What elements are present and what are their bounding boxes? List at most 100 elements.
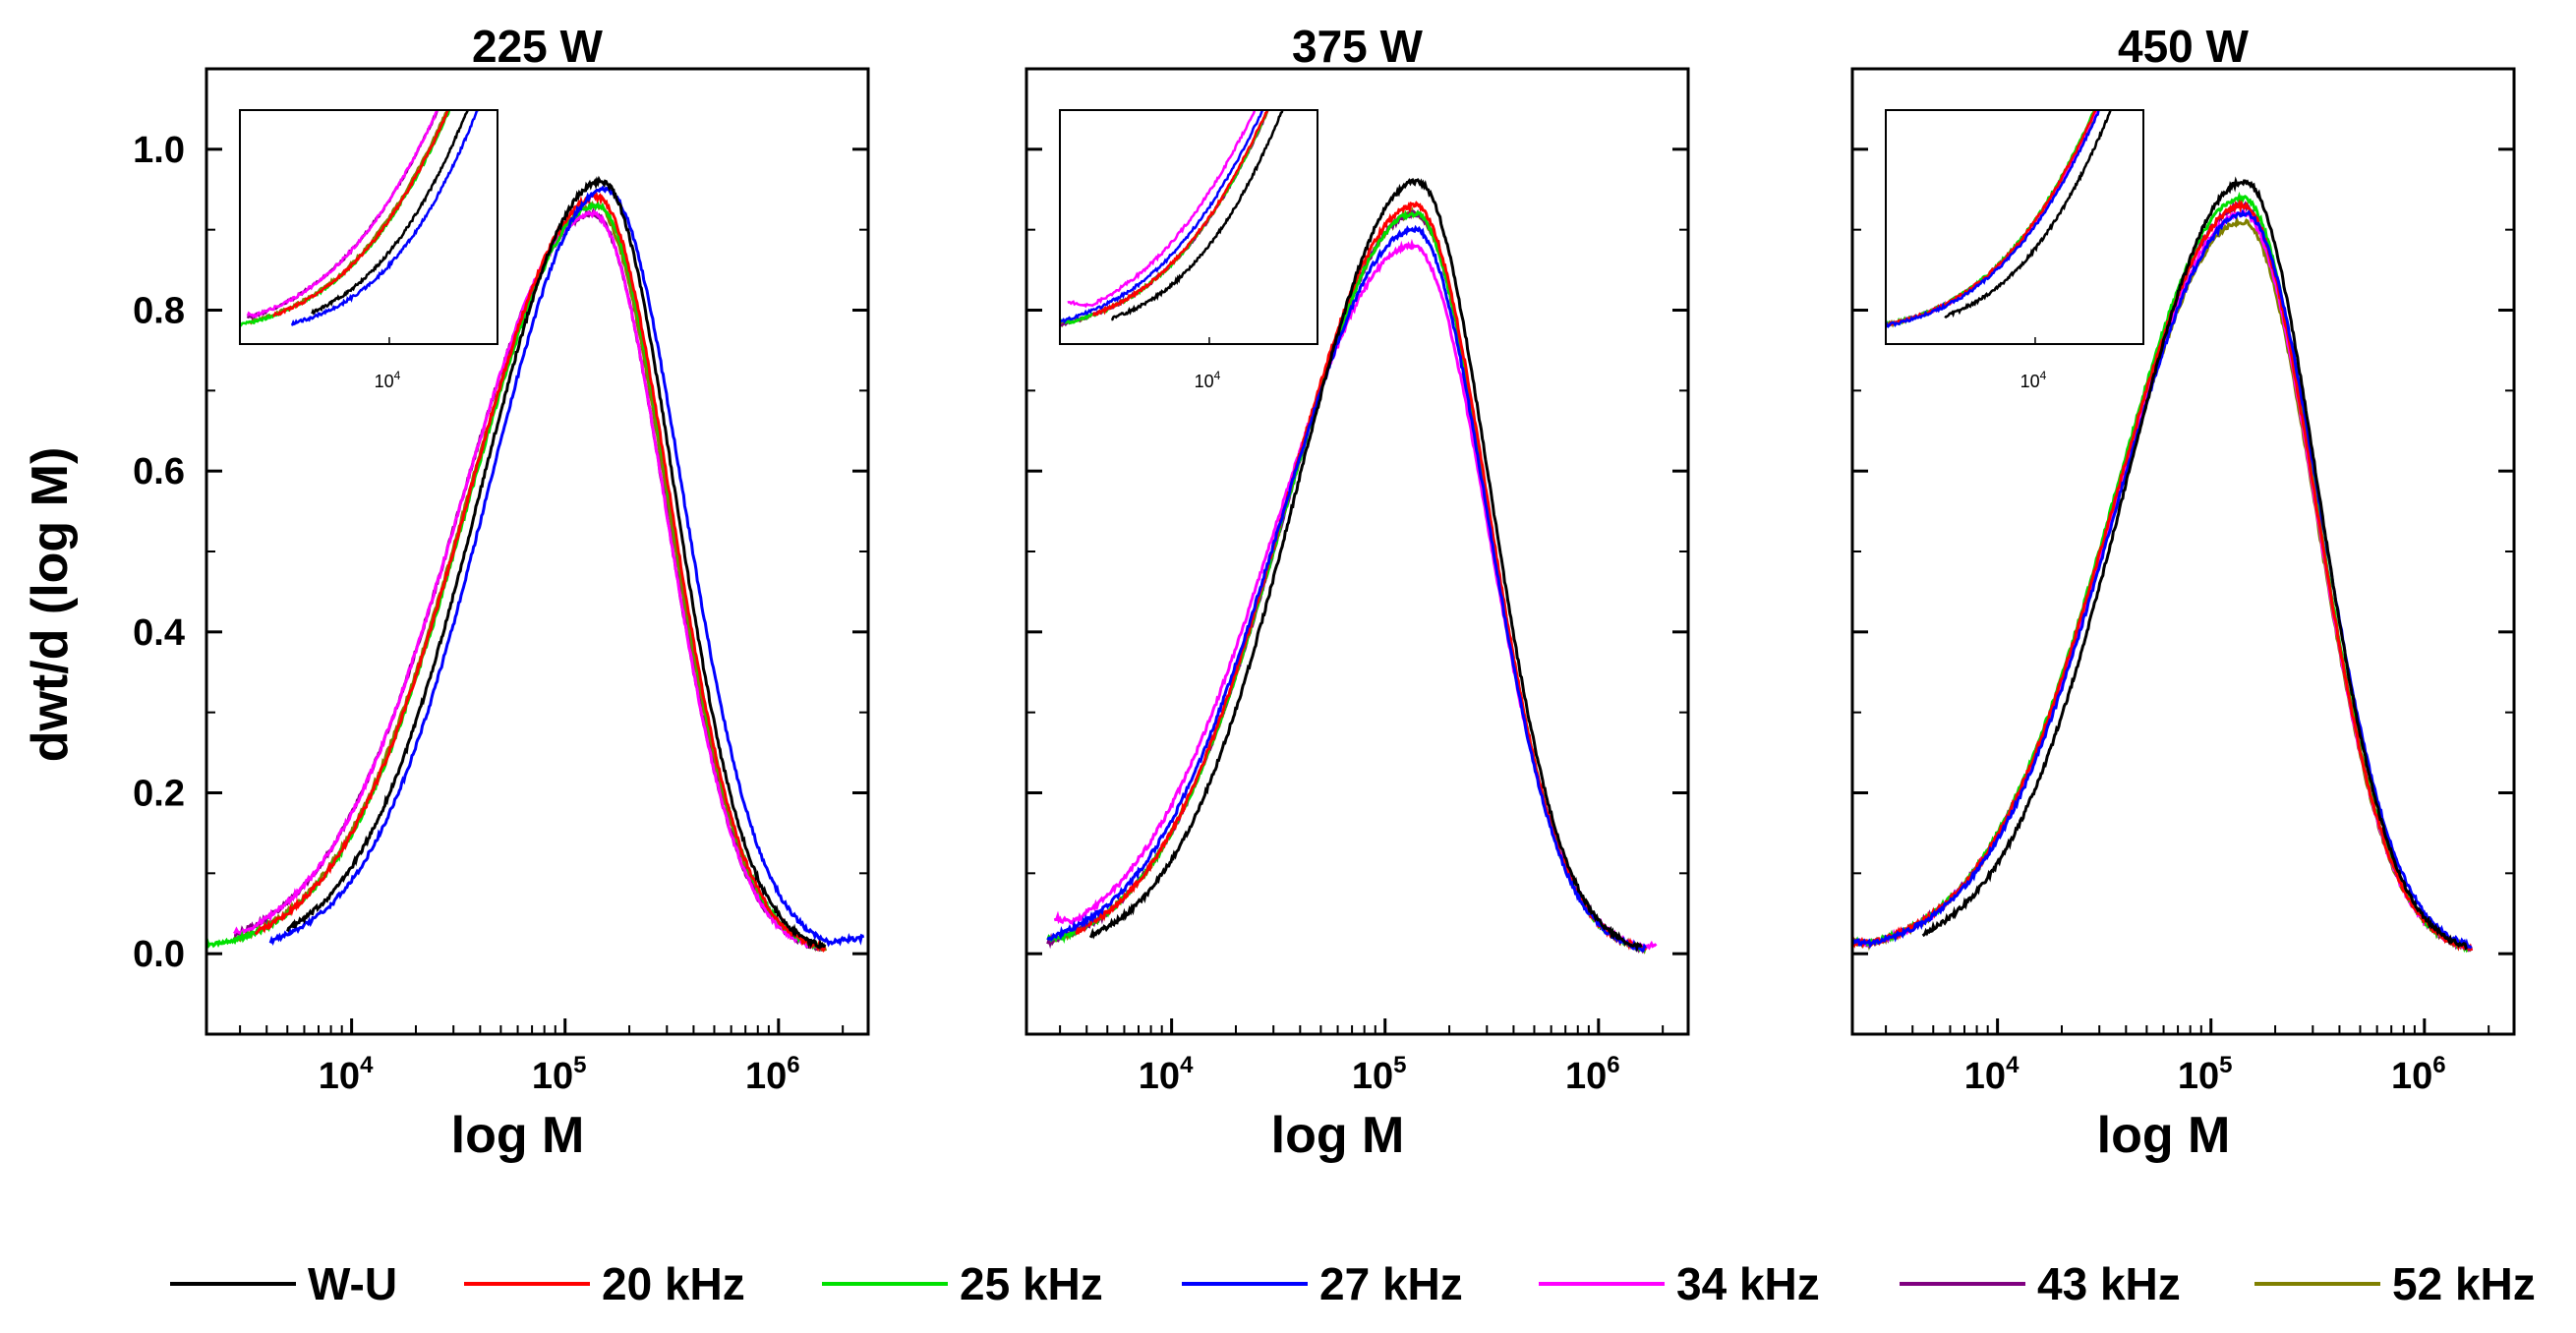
y-tick-label: 0.4 [133,612,185,654]
inset-frame [239,109,498,345]
x-tick-label: 106 [745,1052,800,1097]
legend-label: 27 kHz [1319,1258,1463,1309]
x-tick-label: 106 [1565,1052,1620,1097]
inset-series-line-w-u [1111,110,1284,321]
y-tick-label: 0.2 [133,774,185,815]
x-axis-title: log M [2097,1107,2231,1164]
inset-frame [1885,109,2144,345]
tick-exponent: 4 [2006,1052,2020,1078]
series-line-20-khz [254,191,826,953]
tick-base: 10 [1139,1056,1180,1097]
legend-item: 25 kHz [822,1258,1103,1309]
tick-exponent: 4 [360,1052,374,1078]
tick-exponent: 5 [2219,1052,2232,1078]
inset-background [240,110,498,344]
series-line-w-u [1921,176,2468,951]
legend-item: 43 kHz [1900,1258,2181,1309]
series-group [1852,176,2474,954]
tick-base: 10 [532,1056,573,1097]
y-tick-label: 0.6 [133,451,185,493]
y-axis-title: dwt/d (log M) [22,447,79,763]
panel-title: 375 W [1292,21,1424,72]
tick-base: 10 [1964,1056,2006,1097]
plot-frame [1850,67,2516,1036]
inset-frame [1059,109,1318,345]
plot-frame [1025,67,1690,1036]
x-tick-label: 105 [2178,1052,2233,1097]
inset-background [1886,110,2143,344]
inset-series-line-34-khz [1067,110,1257,309]
series-line-27-khz [1046,224,1647,953]
legend-item: 52 kHz [2254,1258,2536,1309]
x-tick-label: 105 [532,1052,587,1097]
legend-item: 34 kHz [1539,1258,1820,1309]
tick-exponent: 4 [394,369,401,382]
tick-exponent: 5 [573,1052,586,1078]
tick-base: 10 [1565,1056,1607,1097]
x-axis-title: log M [451,1107,585,1164]
plot-frame [205,67,870,1036]
inset-series-line-27-khz [290,110,480,326]
series-group [206,175,865,953]
inset-series-group [240,110,480,327]
legend-label: 25 kHz [960,1258,1103,1309]
inset-series-group [1060,110,1284,328]
inset-background [1060,110,1317,344]
inset-chart: 104 [239,109,498,391]
inset-chart: 104 [1059,109,1318,391]
legend-label: 34 kHz [1676,1258,1820,1309]
tick-base: 10 [2178,1056,2219,1097]
inset-chart: 104 [1885,109,2144,391]
series-line-34-khz [1053,238,1658,951]
tick-exponent: 4 [1214,369,1221,382]
inset-series-line-27-khz [1886,110,2100,329]
tick-base: 10 [2020,372,2040,391]
series-line-w-u [1088,177,1643,954]
series-line-27-khz [268,184,865,948]
inset-series-line-20-khz [1091,110,1268,317]
y-tick-label: 0.0 [133,934,185,975]
tick-base: 10 [1195,372,1214,391]
series-line-20-khz [1852,199,2474,952]
series-line-w-u [286,175,827,950]
inset-series-line-w-u [311,110,470,316]
legend-label: W-U [308,1258,397,1309]
inset-x-tick-label: 104 [1195,369,1221,391]
tick-exponent: 5 [1393,1052,1406,1078]
inset-series-line-20-khz [272,110,450,318]
y-tick-label: 0.8 [133,291,185,332]
x-tick-label: 104 [1964,1052,2020,1097]
tick-base: 10 [1352,1056,1393,1097]
legend-label: 20 kHz [602,1258,745,1309]
series-line-27-khz [1852,208,2473,952]
legend-item: 20 kHz [464,1258,745,1309]
tick-base: 10 [2391,1056,2432,1097]
tick-base: 10 [319,1056,360,1097]
x-tick-label: 104 [1139,1052,1194,1097]
tick-exponent: 4 [1180,1052,1194,1078]
tick-base: 10 [375,372,394,391]
x-tick-label: 104 [319,1052,374,1097]
tick-exponent: 6 [2432,1052,2445,1078]
legend-item: 27 kHz [1182,1258,1463,1309]
tick-exponent: 6 [1607,1052,1619,1078]
tick-exponent: 4 [2040,369,2047,382]
panel-title: 225 W [472,21,604,72]
x-axis-title: log M [1271,1107,1405,1164]
legend-label: 52 kHz [2392,1258,2536,1309]
inset-series-line-20-khz [1886,110,2097,328]
inset-x-tick-label: 104 [375,369,401,391]
tick-base: 10 [745,1056,787,1097]
legend-label: 43 kHz [2037,1258,2181,1309]
inset-series-line-34-khz [246,110,439,319]
legend-item: W-U [170,1258,397,1309]
panel-title: 450 W [2118,21,2250,72]
x-tick-label: 106 [2391,1052,2446,1097]
inset-x-tick-label: 104 [2020,369,2047,391]
x-tick-label: 105 [1352,1052,1407,1097]
